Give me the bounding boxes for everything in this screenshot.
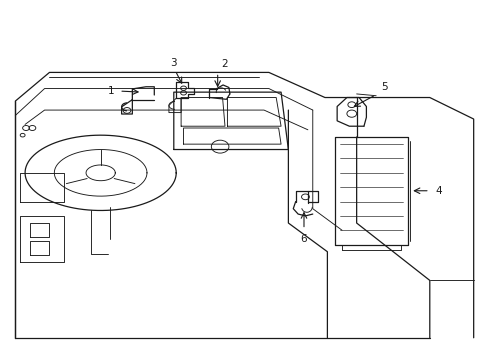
Text: 5: 5 xyxy=(380,82,387,92)
Text: 3: 3 xyxy=(170,58,177,68)
Text: 4: 4 xyxy=(435,186,441,196)
Text: 6: 6 xyxy=(300,234,306,244)
Text: 1: 1 xyxy=(107,86,114,96)
Text: 2: 2 xyxy=(221,59,228,69)
